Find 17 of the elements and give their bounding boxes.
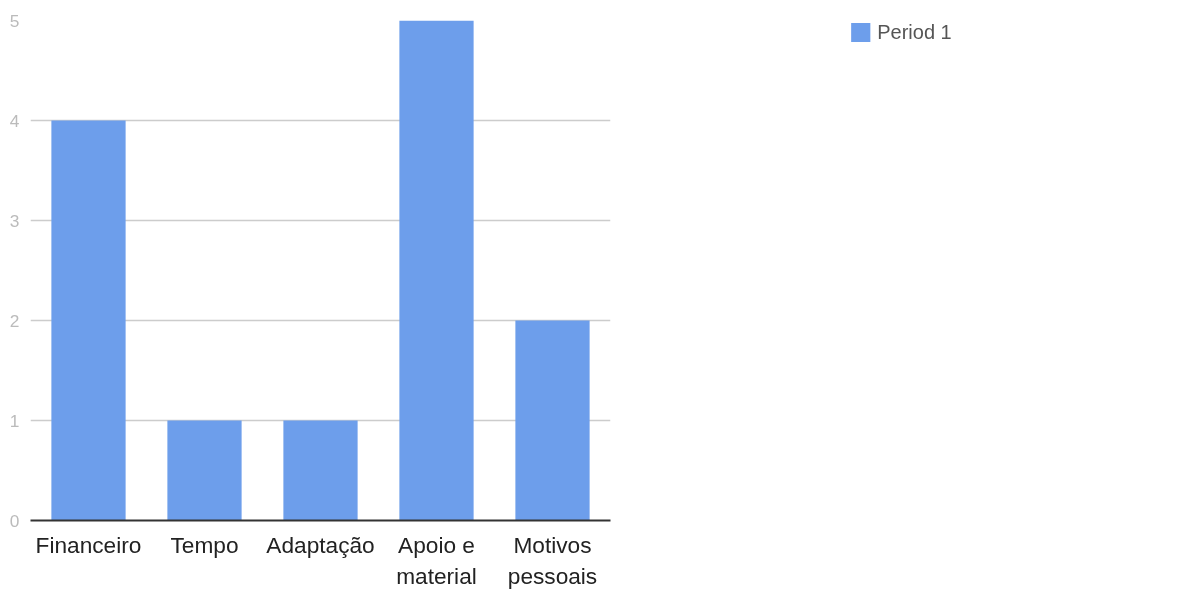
- y-tick-label: 3: [9, 210, 20, 231]
- bar: [283, 420, 358, 521]
- y-tick-label: 1: [9, 410, 20, 431]
- bar: [167, 420, 242, 521]
- bar: [399, 20, 474, 521]
- x-tick-label: Adaptação: [266, 531, 375, 558]
- x-tick-label: Financeiro: [35, 531, 142, 558]
- y-tick-label: 2: [9, 310, 20, 331]
- x-tick-label: Motivos pessoais: [507, 531, 598, 589]
- y-tick-label: 0: [9, 510, 20, 531]
- x-tick-label: Tempo: [170, 531, 239, 558]
- y-tick-label: 5: [9, 10, 20, 31]
- legend-label: Period 1: [877, 20, 952, 44]
- y-tick-label: 4: [9, 110, 20, 131]
- x-tick-label: Apoio e material: [396, 531, 477, 589]
- bar: [51, 120, 126, 521]
- bar: [515, 320, 590, 521]
